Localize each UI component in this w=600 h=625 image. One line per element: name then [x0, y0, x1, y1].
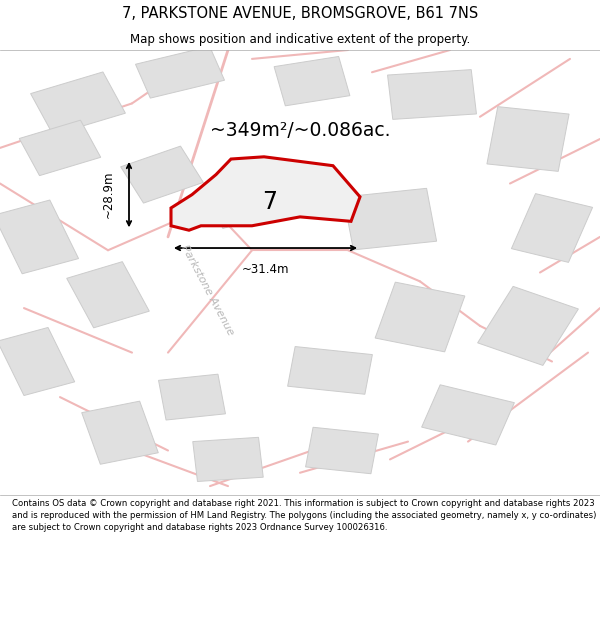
Polygon shape: [0, 328, 75, 396]
Polygon shape: [82, 401, 158, 464]
Polygon shape: [422, 385, 514, 445]
Polygon shape: [478, 286, 578, 366]
Polygon shape: [0, 200, 79, 274]
Polygon shape: [158, 374, 226, 420]
Polygon shape: [274, 56, 350, 106]
Text: Parkstone Avenue: Parkstone Avenue: [179, 243, 235, 338]
Text: ~349m²/~0.086ac.: ~349m²/~0.086ac.: [210, 121, 390, 139]
Polygon shape: [136, 46, 224, 98]
Polygon shape: [67, 262, 149, 328]
Polygon shape: [287, 346, 373, 394]
Text: ~28.9m: ~28.9m: [101, 171, 115, 218]
Polygon shape: [19, 120, 101, 176]
Text: Map shows position and indicative extent of the property.: Map shows position and indicative extent…: [130, 32, 470, 46]
Polygon shape: [202, 165, 302, 228]
Polygon shape: [171, 157, 360, 230]
Polygon shape: [388, 69, 476, 119]
Polygon shape: [31, 72, 125, 135]
Polygon shape: [487, 107, 569, 171]
Text: 7, PARKSTONE AVENUE, BROMSGROVE, B61 7NS: 7, PARKSTONE AVENUE, BROMSGROVE, B61 7NS: [122, 6, 478, 21]
Polygon shape: [193, 438, 263, 481]
Polygon shape: [511, 194, 593, 262]
Polygon shape: [343, 188, 437, 250]
Text: Contains OS data © Crown copyright and database right 2021. This information is : Contains OS data © Crown copyright and d…: [12, 499, 596, 531]
Polygon shape: [121, 146, 203, 203]
Text: ~31.4m: ~31.4m: [242, 263, 289, 276]
Polygon shape: [305, 428, 379, 474]
Polygon shape: [375, 282, 465, 352]
Text: 7: 7: [263, 190, 277, 214]
